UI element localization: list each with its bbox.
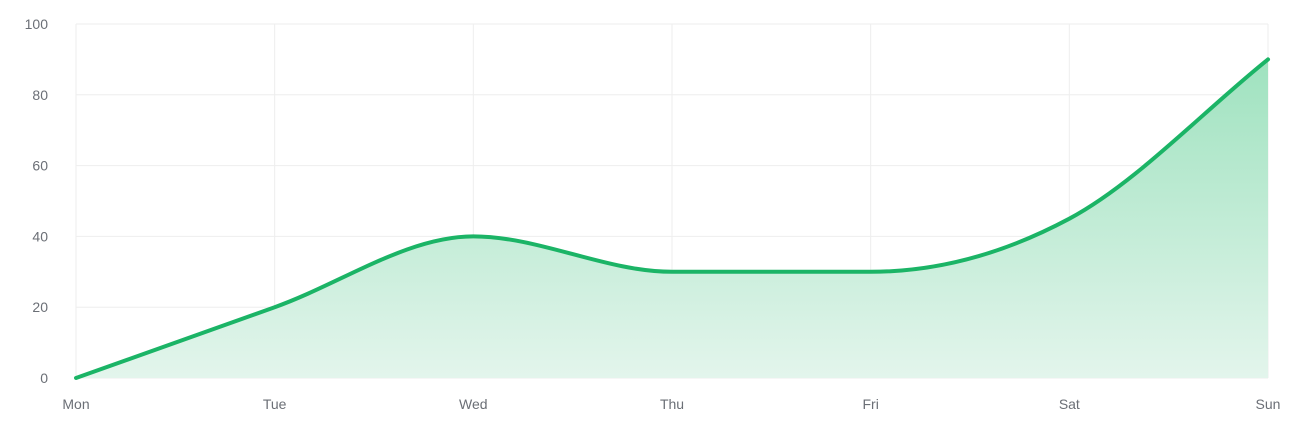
y-tick-label: 0 bbox=[40, 370, 48, 386]
x-tick-label: Sat bbox=[1059, 396, 1080, 412]
series-line bbox=[74, 57, 1270, 380]
series-area-fill bbox=[76, 59, 1268, 379]
x-tick-label: Wed bbox=[459, 396, 488, 412]
x-tick-label: Fri bbox=[863, 396, 879, 412]
area-fill-layer bbox=[76, 59, 1268, 379]
series-line-layer bbox=[74, 57, 1270, 380]
y-tick-label: 100 bbox=[25, 16, 49, 32]
y-tick-label: 60 bbox=[32, 158, 48, 174]
y-tick-label: 80 bbox=[32, 87, 48, 103]
y-tick-label: 20 bbox=[32, 299, 48, 315]
x-tick-label: Sun bbox=[1256, 396, 1281, 412]
x-tick-label: Tue bbox=[263, 396, 287, 412]
x-tick-label: Mon bbox=[62, 396, 89, 412]
x-axis-ticks: Mon Tue Wed Thu Fri Sat Sun bbox=[62, 396, 1280, 412]
x-tick-label: Thu bbox=[660, 396, 684, 412]
y-axis-ticks: 0 20 40 60 80 100 bbox=[25, 16, 49, 386]
y-tick-label: 40 bbox=[32, 228, 48, 244]
